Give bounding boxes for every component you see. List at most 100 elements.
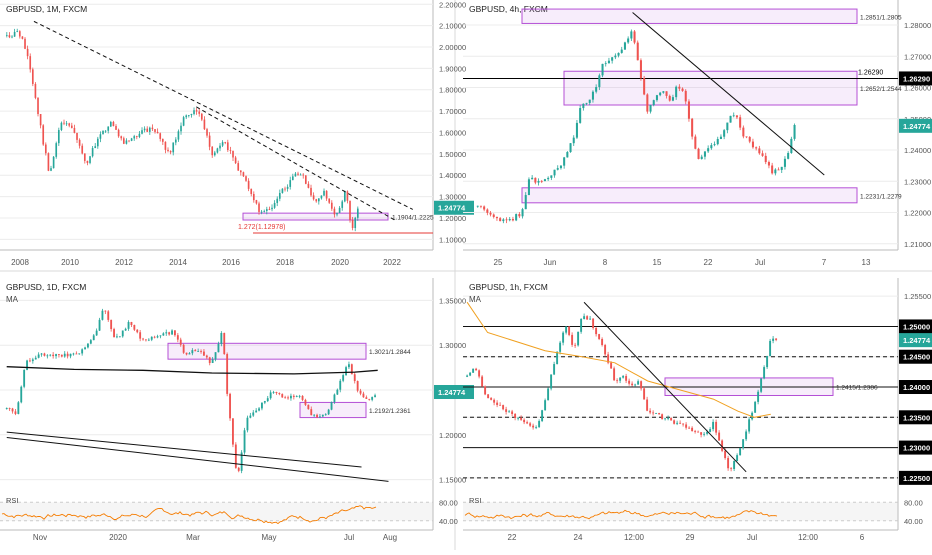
candle-body	[712, 421, 715, 430]
y-tick-label: 1.20000	[439, 431, 466, 440]
candle-body	[31, 359, 34, 362]
price-tag-label: 1.25000	[903, 322, 930, 331]
candle-body	[265, 209, 268, 211]
candle-body	[87, 343, 89, 348]
candle-body	[43, 353, 46, 356]
x-tick-label: 2020	[109, 533, 127, 542]
candle-body	[234, 157, 237, 164]
candle-body	[278, 393, 281, 395]
candle-body	[499, 218, 502, 222]
candle-body	[678, 86, 681, 89]
candle-body	[351, 220, 354, 229]
candle-body	[342, 375, 345, 381]
candle-body	[748, 136, 751, 142]
candle-body	[78, 353, 81, 355]
x-tick-label: 2020	[331, 258, 349, 267]
candle-body	[715, 421, 718, 433]
candle-body	[346, 191, 349, 201]
zone-box	[299, 401, 367, 419]
candle-body	[68, 123, 71, 126]
candle-body	[213, 152, 216, 156]
candle-body	[679, 422, 682, 424]
price-tag-box	[899, 118, 932, 133]
candle-body	[325, 190, 328, 199]
candle-body	[348, 364, 350, 368]
candle-body	[249, 415, 252, 418]
candle-body	[783, 158, 786, 167]
candle-body	[595, 87, 598, 92]
x-tick-label: Mar	[186, 533, 200, 542]
candle-body	[476, 205, 479, 207]
candle-body	[16, 31, 19, 33]
candle-body	[268, 209, 271, 210]
zone-box	[521, 187, 858, 204]
price-tag-box	[899, 349, 932, 364]
candle-body	[543, 179, 546, 182]
price-tag-box	[899, 410, 932, 425]
candle-body	[661, 414, 664, 420]
candle-body	[34, 357, 37, 360]
candle-body	[107, 311, 110, 320]
candle-body	[232, 418, 234, 445]
candle-body	[511, 219, 514, 221]
candle-body	[550, 175, 553, 178]
y-tick-label: 1.25500	[904, 292, 931, 301]
candle-body	[341, 201, 344, 208]
candle-body	[130, 322, 133, 325]
candle-body	[29, 360, 31, 362]
candle-body	[697, 431, 700, 433]
candle-body	[729, 115, 732, 123]
candle-body	[138, 133, 141, 137]
candle-body	[58, 354, 60, 355]
candle-body	[502, 219, 505, 222]
candle-body	[655, 413, 658, 414]
candle-body	[47, 153, 50, 171]
candle-body	[319, 416, 321, 418]
trendline	[6, 436, 389, 482]
candle-body	[307, 183, 310, 188]
candle-body	[483, 206, 486, 210]
candle-body	[758, 148, 761, 154]
candle-body	[365, 397, 368, 399]
x-tick-label: 2014	[169, 258, 187, 267]
candle-body	[206, 129, 208, 136]
price-tag-label: 1.23000	[903, 444, 930, 453]
y-tick-label: 1.90000	[439, 64, 466, 73]
candle-body	[339, 380, 342, 390]
candle-body	[110, 319, 113, 330]
candle-body	[216, 148, 219, 153]
candle-body	[307, 404, 310, 410]
candle-body	[145, 339, 147, 341]
rsi-tick-label: 80.00	[439, 498, 458, 507]
candle-body	[499, 404, 502, 406]
y-tick-label: 2.20000	[439, 0, 466, 9]
candle-body	[735, 115, 738, 118]
chart-title: GBPUSD, 1h, FXCM	[469, 282, 548, 292]
candle-body	[250, 188, 253, 195]
candle-body	[598, 334, 601, 340]
x-tick-label: 24	[574, 533, 583, 542]
candle-body	[154, 129, 156, 132]
candle-body	[736, 455, 739, 462]
price-tag-label: 1.24500	[903, 353, 930, 362]
candle-body	[320, 195, 323, 199]
x-tick-label: Aug	[383, 533, 397, 542]
candle-body	[760, 378, 763, 392]
candle-body	[718, 432, 721, 441]
candle-body	[84, 347, 86, 350]
candle-body	[240, 452, 243, 471]
candle-body	[691, 118, 694, 137]
candle-body	[353, 374, 356, 382]
candle-body	[487, 394, 490, 399]
y-tick-label: 1.21000	[904, 240, 931, 249]
x-tick-label: 2016	[222, 258, 240, 267]
candle-body	[146, 128, 149, 132]
candle-body	[745, 431, 748, 440]
candle-body	[604, 63, 607, 65]
candle-body	[739, 448, 742, 456]
candle-body	[659, 92, 662, 96]
x-tick-label: 15	[653, 258, 662, 267]
candle-body	[694, 136, 697, 149]
candle-body	[112, 121, 115, 127]
candle-body	[628, 380, 631, 384]
